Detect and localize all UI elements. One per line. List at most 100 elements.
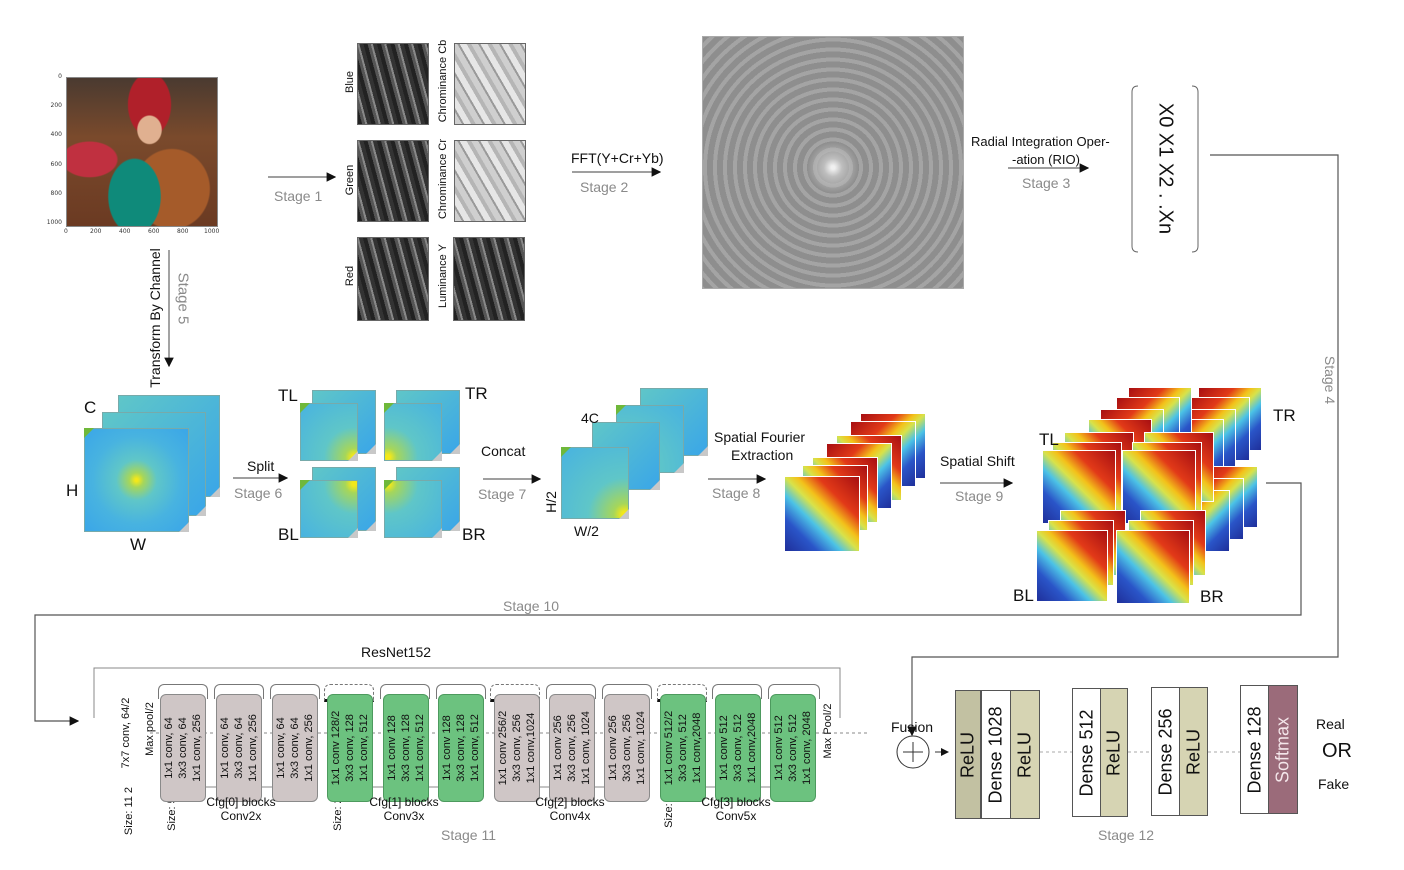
bl-label: BL <box>278 525 299 544</box>
conv5x-block-2: 1x1 conv 512 3x3 conv, 512 1x1 conv,2048 <box>715 694 761 802</box>
block-text: 1x1 conv 512/2 3x3 conv, 512 1x1 conv,20… <box>663 710 703 786</box>
x-tick: 600 <box>148 228 160 235</box>
stage-7-label: Stage 7 <box>478 486 527 502</box>
output-real-label: Real <box>1316 716 1345 732</box>
block-text: 1x1 conv 256/2 3x3 conv, 256 1x1 conv,10… <box>497 710 537 786</box>
concat-label: Concat <box>481 443 526 459</box>
relu-layer-2: ReLU <box>1010 690 1040 819</box>
x-tick: 200 <box>90 228 102 235</box>
conv4x-name-label: Conv4x <box>549 809 591 823</box>
input-image-x-axis: 0 200 400 600 800 1000 <box>62 228 222 238</box>
conv4x-block-3: 1x1 conv 256 3x3 conv, 256 1x1 conv, 102… <box>604 694 650 802</box>
conv3x-block-1: 1x1 conv 128/2 3x3 conv, 128 1x1 conv, 5… <box>327 694 373 802</box>
stage-12-label: Stage 12 <box>1098 827 1155 843</box>
block-text: 1x1 conv 128 3x3 conv, 128 1x1 conv, 512 <box>386 714 426 782</box>
conv2x-block-1: 1x1 conv, 64 3x3 conv, 64 1x1 conv, 256 <box>160 694 206 802</box>
output-fake-label: Fake <box>1318 776 1350 792</box>
sfe-label-line1: Spatial Fourier <box>714 429 806 445</box>
y-tick: 0 <box>58 73 62 80</box>
x-tick: 0 <box>64 228 68 235</box>
layer-text: ReLU <box>1183 728 1203 775</box>
x-tick: 800 <box>177 228 189 235</box>
skip-connection <box>270 684 320 699</box>
input-image-y-axis: 0 200 400 600 800 1000 <box>44 73 64 233</box>
x-tick: 400 <box>119 228 131 235</box>
feature-vector: X0 X1 X2 . .Xn <box>1154 102 1177 235</box>
cr-channel-image <box>454 140 526 222</box>
transform-label: Transform By Channel <box>147 248 163 388</box>
block-text: 1x1 conv, 64 3x3 conv, 64 1x1 conv, 256 <box>163 714 203 782</box>
cb-label: Chrominance Cb <box>437 39 449 123</box>
shift-bl-label: BL <box>1013 586 1034 605</box>
conv3x-block-3: 1x1 conv 128 3x3 conv, 128 1x1 conv, 512 <box>438 694 484 802</box>
layer-text: Dense 512 <box>1076 708 1096 797</box>
conv5x-cfg-label: Cfg[3] blocks <box>701 795 771 809</box>
red-channel-image <box>357 237 429 321</box>
conv4x-cfg-label: Cfg[2] blocks <box>535 795 605 809</box>
skip-connection <box>436 684 486 699</box>
dim-w2-label: W/2 <box>574 523 599 539</box>
stage-4-label: Stage 4 <box>1322 355 1338 405</box>
layer-text: ReLU <box>1103 729 1124 776</box>
dim-h2-label: H/2 <box>543 491 559 513</box>
conv2x-name-label: Conv2x <box>220 809 262 823</box>
relu-layer-4: ReLU <box>1179 687 1208 816</box>
conv2x-cfg-label: Cfg[0] blocks <box>206 795 276 809</box>
blue-label: Blue <box>344 70 356 94</box>
dense-512-layer: Dense 512 <box>1072 688 1101 817</box>
conv5x-block-1: 1x1 conv 512/2 3x3 conv, 512 1x1 conv,20… <box>660 694 706 802</box>
block-text: 1x1 conv 256 3x3 conv, 256 1x1 conv, 102… <box>607 711 647 785</box>
size-label-112: Size: 11 2 <box>123 786 135 836</box>
dim-4c-label: 4C <box>581 410 599 426</box>
y-tick: 400 <box>50 131 62 138</box>
dim-c-label: C <box>84 398 97 417</box>
tr-label: TR <box>465 384 488 403</box>
stage-1-label: Stage 1 <box>274 188 323 204</box>
layer-text: Dense 128 <box>1244 705 1264 794</box>
conv5x-block-3: 1x1 conv 512 3x3 conv, 512 1x1 conv, 204… <box>770 694 816 802</box>
sfe-label-line2: Extraction <box>731 447 794 463</box>
conv2x-block-3: 1x1 conv, 64 3x3 conv, 64 1x1 conv, 256 <box>272 694 318 802</box>
fusion-label: Fusion <box>891 719 934 735</box>
stage-5-label: Stage 5 <box>174 272 192 325</box>
block-text: 1x1 conv, 64 3x3 conv, 64 1x1 conv, 256 <box>275 714 315 782</box>
skip-connection <box>602 684 652 699</box>
dense-128-layer: Dense 128 <box>1240 685 1269 814</box>
y-channel-image <box>453 237 525 321</box>
stem-conv-label: 7x7 conv, 64/2 <box>120 697 132 769</box>
y-tick: 1000 <box>46 219 62 226</box>
stage-6-label: Stage 6 <box>234 485 283 501</box>
stage-11-label: Stage 11 <box>441 827 497 843</box>
red-label: Red <box>344 265 356 287</box>
softmax-layer: Softmax <box>1268 685 1298 814</box>
conv4x-block-2: 1x1 conv 256 3x3 conv, 256 1x1 conv, 102… <box>549 694 595 802</box>
skip-connection <box>712 684 762 699</box>
tl-label: TL <box>278 386 298 405</box>
conv3x-name-label: Conv3x <box>383 809 425 823</box>
x-tick: 1000 <box>204 228 220 235</box>
split-label: Split <box>247 458 275 474</box>
green-label: Green <box>344 164 356 196</box>
spatial-shift-label: Spatial Shift <box>940 453 1015 469</box>
layer-text: Softmax <box>1272 716 1293 783</box>
conv3x-cfg-label: Cfg[1] blocks <box>369 795 439 809</box>
relu-layer-3: ReLU <box>1100 688 1128 817</box>
skip-connection <box>214 684 264 699</box>
shift-br-label: BR <box>1200 587 1224 606</box>
y-tick: 200 <box>50 102 62 109</box>
layer-text: Dense 256 <box>1155 707 1175 796</box>
block-text: 1x1 conv 512 3x3 conv, 512 1x1 conv,2048 <box>718 712 758 784</box>
y-label: Luminance Y <box>437 244 449 309</box>
shift-tl-label: TL <box>1039 430 1059 449</box>
dense-256-layer: Dense 256 <box>1151 687 1180 816</box>
block-text: 1x1 conv, 64 3x3 conv, 64 1x1 conv, 256 <box>219 714 259 782</box>
stage-10-label: Stage 10 <box>503 598 560 614</box>
y-tick: 600 <box>50 161 62 168</box>
relu-layer-1: ReLU <box>955 690 981 819</box>
fft-label: FFT(Y+Cr+Yb) <box>571 150 664 166</box>
shift-tr-label: TR <box>1273 406 1296 425</box>
stem-pool-label: Max pool/2 <box>144 702 156 756</box>
layer-text: Dense 1028 <box>985 705 1006 804</box>
conv5x-name-label: Conv5x <box>715 809 757 823</box>
cb-channel-image <box>454 43 526 125</box>
